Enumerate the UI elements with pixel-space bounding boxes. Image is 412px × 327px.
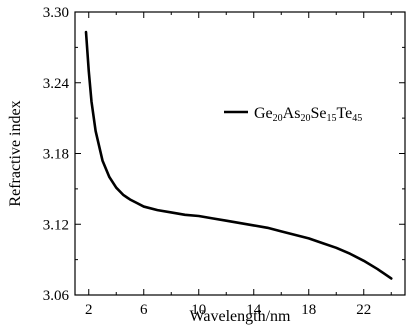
y-tick-label: 3.06 (43, 288, 70, 304)
y-tick-label: 3.30 (43, 5, 69, 21)
axis-ticks (75, 11, 405, 296)
x-tick-label: 2 (85, 302, 93, 318)
x-tick-label: 10 (191, 302, 206, 318)
plot-frame (74, 11, 406, 296)
y-tick-label: 3.18 (43, 147, 69, 163)
tick-labels: 2 6 10 14 18 22 3.06 3.12 3.18 3.24 3.30 (43, 5, 372, 318)
x-axis-title: Wavelength/nm (190, 308, 291, 325)
x-tick-label: 6 (140, 302, 148, 318)
x-tick-label: 14 (246, 302, 262, 318)
y-axis-title: Refractive index (7, 100, 24, 206)
x-tick-label: 18 (301, 302, 316, 318)
legend-label: Ge20As20Se15Te45 (254, 105, 362, 124)
y-tick-label: 3.12 (43, 217, 69, 233)
y-tick-label: 3.24 (43, 76, 70, 92)
x-tick-label: 22 (356, 302, 371, 318)
series-line (84, 30, 393, 280)
